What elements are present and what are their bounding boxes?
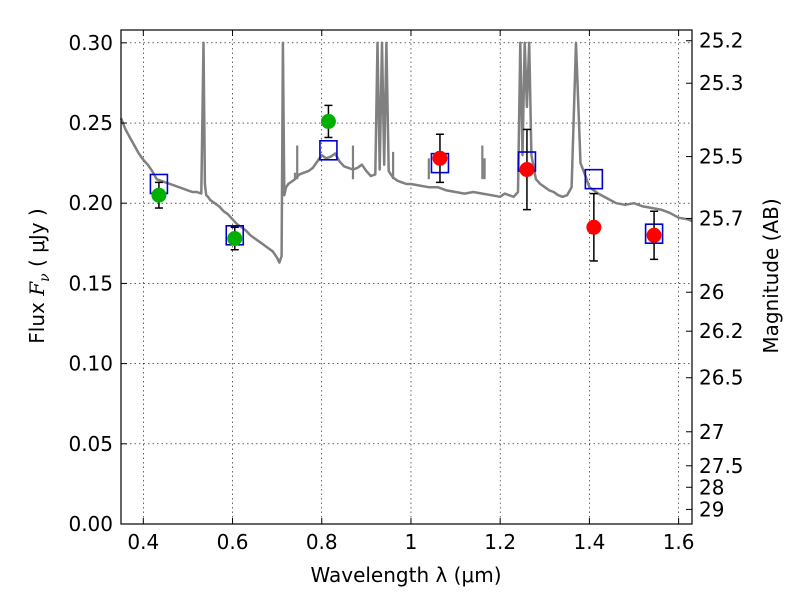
model-spectrum (119, 41, 693, 264)
observed-point-nir (432, 150, 448, 166)
right-tick-label: 25.2 (699, 29, 744, 53)
y-tick-label: 0.15 (68, 271, 113, 295)
y-axis-ticks: 0.00 0.05 0.10 0.15 0.20 0.25 0.30 (68, 31, 127, 536)
observed-point-optical (227, 231, 243, 247)
x-tick-label: 0.6 (217, 530, 249, 554)
right-tick-label: 25.7 (699, 206, 744, 230)
x-tick-label: 0.8 (306, 530, 338, 554)
observed-point-nir (586, 219, 602, 235)
right-axis-label: Magnitude (AB) (759, 198, 783, 353)
y-tick-label: 0.10 (68, 352, 113, 376)
y-tick-label: 0.05 (68, 432, 113, 456)
observed-points (151, 113, 662, 247)
right-tick-label: 26 (699, 280, 724, 304)
y-axis-label: Flux Fν ( μJy ) (25, 208, 53, 343)
x-tick-label: 1 (405, 530, 418, 554)
right-tick-label: 29 (699, 497, 724, 521)
right-tick-label: 25.3 (699, 71, 744, 95)
plot-frame (120, 29, 693, 525)
right-tick-label: 27.5 (699, 454, 744, 478)
model-photometry-box (584, 168, 604, 190)
y-axis-label-sub: ν (37, 273, 53, 282)
y-tick-label: 0.00 (68, 512, 113, 536)
y-tick-label: 0.30 (68, 31, 113, 55)
x-tick-label: 1.4 (573, 530, 605, 554)
right-tick-label: 28 (699, 475, 724, 499)
spectrum-line (119, 41, 693, 264)
x-tick-label: 0.4 (127, 530, 159, 554)
observed-point-optical (320, 113, 336, 129)
x-tick-label: 1.6 (663, 530, 695, 554)
y-tick-label: 0.20 (68, 191, 113, 215)
x-tick-label: 1.2 (484, 530, 516, 554)
observed-point-nir (519, 162, 535, 178)
observed-point-optical (151, 187, 167, 203)
right-tick-label: 26.2 (699, 319, 744, 343)
y-axis-label-post: ( μJy ) (25, 208, 49, 273)
y-axis-label-var: F (25, 281, 49, 297)
model-photometry-box (319, 139, 338, 161)
x-axis-ticks: 0.4 0.6 0.8 1 1.2 1.4 1.6 (127, 30, 695, 554)
right-tick-label: 25.5 (699, 145, 744, 169)
observed-point-nir (646, 227, 662, 243)
error-bars (154, 104, 659, 262)
y-tick-label: 0.25 (68, 111, 113, 135)
right-tick-label: 26.5 (699, 366, 744, 390)
right-tick-label: 27 (699, 420, 724, 444)
y-axis-label-pre: Flux (25, 296, 49, 344)
x-axis-label: Wavelength λ (μm) (310, 563, 501, 587)
